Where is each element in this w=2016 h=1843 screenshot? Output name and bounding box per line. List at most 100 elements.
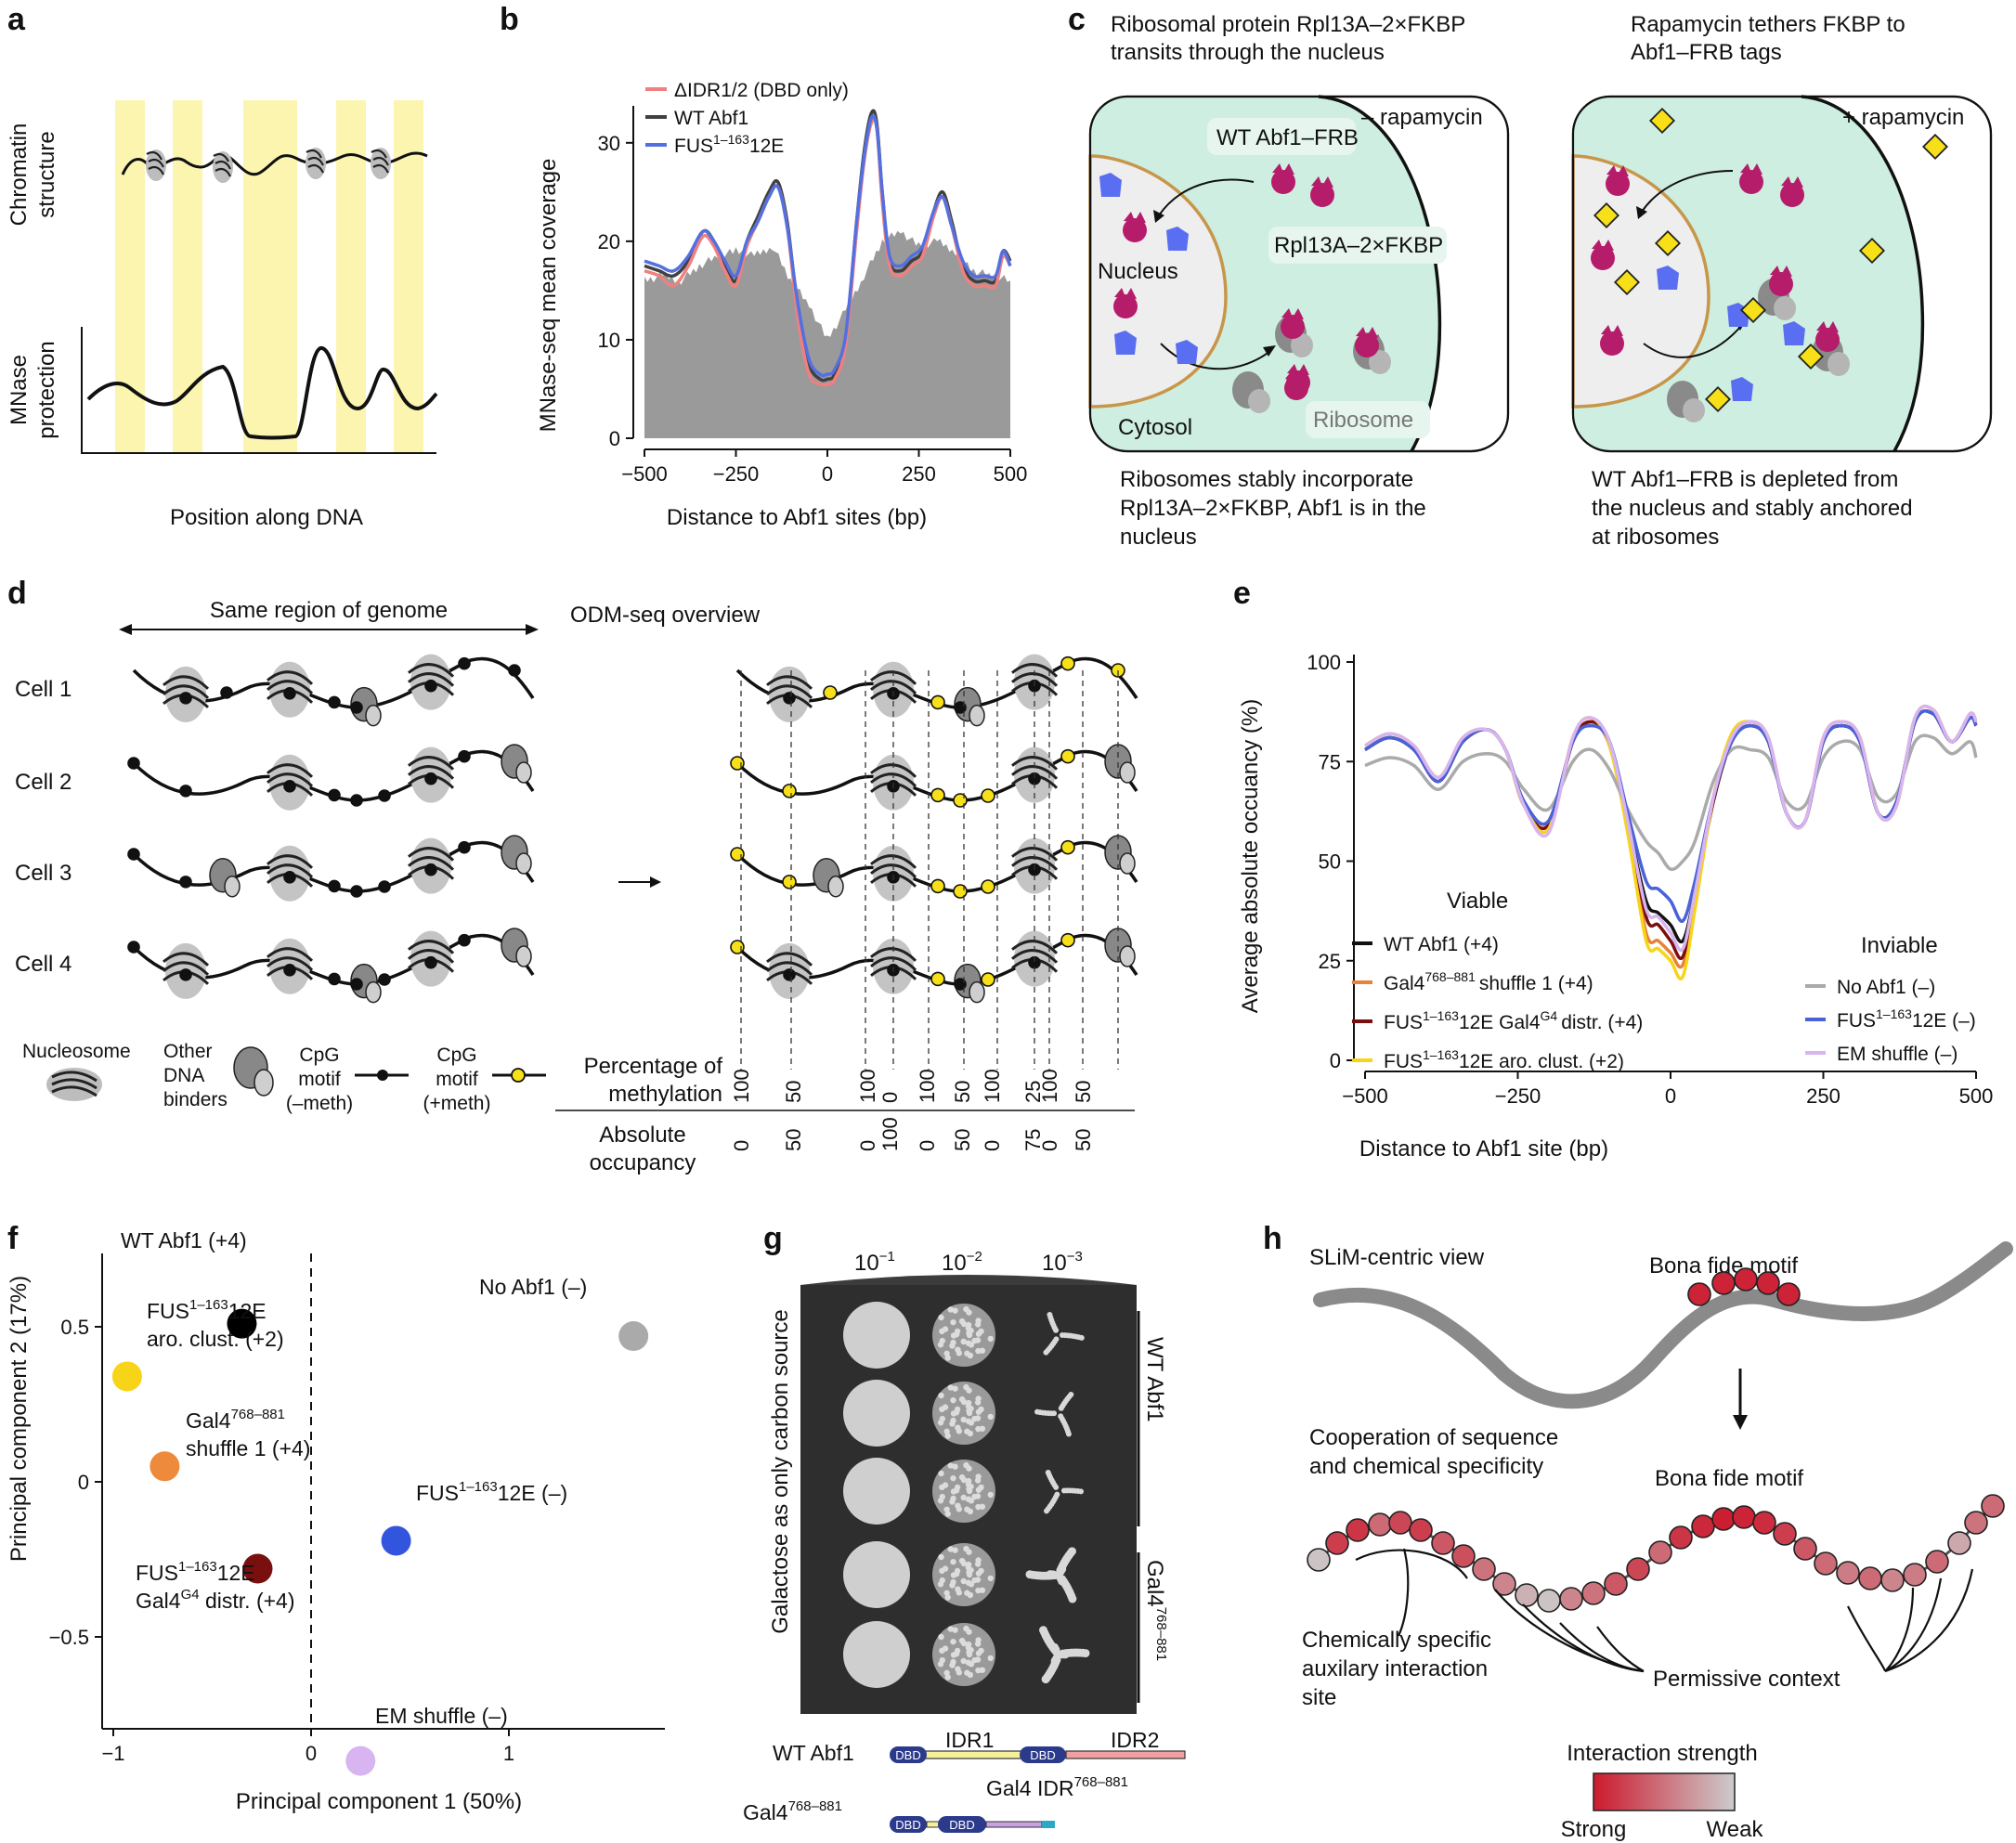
abs-value: 0 <box>1038 1140 1061 1151</box>
colony <box>974 1641 982 1647</box>
binder-small <box>365 704 382 727</box>
colony <box>966 1569 972 1576</box>
panel-label-e: e <box>1233 576 1251 611</box>
y-tick-label: 100 <box>1307 651 1341 674</box>
colony <box>950 1558 956 1565</box>
colony <box>960 1416 967 1423</box>
chain-bead <box>1537 1589 1561 1613</box>
x-tick-label: 1 <box>503 1742 514 1765</box>
colony <box>955 1424 961 1431</box>
colony <box>966 1465 972 1472</box>
colony <box>955 1346 961 1353</box>
abf1-icon <box>1113 288 1138 318</box>
colony <box>1043 1349 1049 1356</box>
g-group-wt: WT Abf1 <box>1142 1337 1167 1422</box>
colony <box>1081 1649 1090 1658</box>
g-dilution-1: 10−1 <box>854 1249 895 1276</box>
fkbp-shape <box>1657 266 1679 290</box>
scatter-point <box>242 1553 273 1584</box>
colony <box>1068 1392 1074 1398</box>
ribosome-small <box>1827 352 1850 376</box>
cpg-unmeth-dot <box>179 692 192 705</box>
g-dbd-box <box>1020 1746 1066 1763</box>
legend-e-inviable: No Abf1 (–) FUS1–16312E (–) EM shuffle (… <box>1805 977 1976 1065</box>
colony <box>942 1645 949 1652</box>
fkbp-icon <box>1731 377 1753 401</box>
chain-bead <box>1581 1581 1606 1605</box>
colony <box>947 1306 954 1313</box>
colony <box>965 1659 972 1666</box>
cpg-unmeth-dot <box>127 848 140 861</box>
abf1-body <box>1591 246 1615 270</box>
panel-h: SLiM-centric view Bona fide motif Cooper… <box>1302 1241 2013 1842</box>
colony <box>942 1565 949 1572</box>
cpg-unmeth-dot <box>283 779 296 793</box>
colony <box>965 1403 972 1409</box>
yeast-spot <box>843 1380 910 1447</box>
abf1-body <box>1769 272 1793 296</box>
colony <box>974 1321 982 1328</box>
colony <box>975 1347 982 1355</box>
yeast-spot <box>1039 1626 1090 1684</box>
fkbp-shape <box>1731 377 1753 401</box>
colony <box>1041 1675 1050 1684</box>
panel-b: 0 10 20 30 −500 −250 0 250 500 MNase-seq mean co… <box>536 80 1027 530</box>
chain-bead <box>1515 1583 1539 1607</box>
cpg-unmeth-dot <box>350 885 363 898</box>
legend-b-fus: FUS1–16312E <box>674 132 784 157</box>
cpg-unmeth-dot <box>328 972 341 986</box>
yeast-spot <box>1043 1469 1084 1514</box>
cpg-meth-dot <box>930 787 945 803</box>
abf1-body <box>1780 183 1804 207</box>
x-tick-label: 500 <box>1959 1084 1994 1108</box>
colony <box>947 1462 954 1469</box>
panel-g: 10−1 10−2 10−3 Galactose as only carbon … <box>743 1249 1186 1833</box>
chain-bead <box>1346 1518 1370 1542</box>
spot-dense <box>843 1302 910 1369</box>
fkbp-shape <box>1176 340 1198 364</box>
c-wt-label: WT Abf1–FRB <box>1216 125 1359 150</box>
chain-bead <box>1964 1511 1988 1535</box>
chain-bead <box>1880 1568 1905 1592</box>
pct-value: 50 <box>1072 1081 1095 1103</box>
y-tick-label: 25 <box>1319 950 1341 973</box>
pct-value: 50 <box>951 1081 974 1103</box>
binder-small <box>1119 761 1136 784</box>
legend-b-wt: WT Abf1 <box>674 108 748 129</box>
colony <box>952 1463 958 1470</box>
chain-bead <box>1903 1563 1927 1587</box>
colony <box>953 1409 960 1416</box>
y-tick-label: 0 <box>609 427 620 450</box>
panel-label-g: g <box>763 1221 783 1256</box>
cpg-unmeth-dot <box>127 941 140 954</box>
fkbp-shape <box>1099 173 1122 197</box>
colony <box>1045 1469 1051 1475</box>
d-row <box>127 744 535 811</box>
cpg-unmeth-dot <box>378 880 391 893</box>
cpg-unmeth-dot <box>350 978 363 991</box>
cpg-unmeth-dot <box>424 863 437 876</box>
yeast-spot <box>843 1541 910 1608</box>
x-tick-label: 250 <box>1806 1084 1840 1108</box>
abs-value: 0 <box>981 1140 1004 1151</box>
x-tick-label: −500 <box>621 462 668 486</box>
cpg-unmeth-dot <box>127 757 140 770</box>
pct-value: 0 <box>878 1092 902 1103</box>
colony <box>1077 1488 1084 1495</box>
g-ylabel: Galactose as only carbon source <box>768 1309 793 1634</box>
c-rpl-label: Rpl13A–2×FKBP <box>1274 233 1443 258</box>
legend-e-gal4: Gal4768–881 shuffle 1 (+4) <box>1384 969 1593 994</box>
cpg-unmeth-dot <box>954 701 967 714</box>
colony <box>952 1627 958 1633</box>
colony <box>953 1331 960 1338</box>
colony <box>950 1658 956 1666</box>
binder-icon <box>1104 835 1136 875</box>
e-viable-title: Viable <box>1447 889 1508 914</box>
binder-small <box>969 704 985 727</box>
chart-e: 0 25 50 75 100 −500 −250 0 250 500 <box>1307 651 1993 1108</box>
mnase-protection-trace <box>86 346 438 440</box>
g-dbd-box <box>938 1816 986 1833</box>
colony <box>971 1577 978 1584</box>
y-tick-label: 20 <box>598 230 620 253</box>
